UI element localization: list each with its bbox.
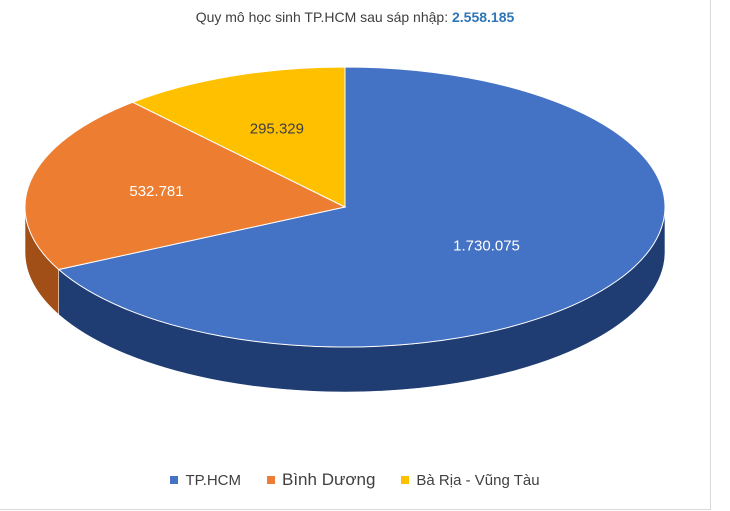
legend-swatch-tphcm <box>170 476 179 484</box>
legend-item-binh-duong: Bình Dương <box>267 470 375 490</box>
data-label-tphcm: 1.730.075 <box>453 237 520 254</box>
legend-swatch-ba-ria-vung-tau <box>401 476 410 484</box>
chart-title: Quy mô học sinh TP.HCM sau sáp nhập: 2.5… <box>0 9 710 25</box>
legend-label-tphcm: TP.HCM <box>185 471 241 489</box>
pie-slice-ba-ria-vung-tau <box>131 66 346 208</box>
legend-swatch-binh-duong <box>267 476 275 484</box>
title-prefix: Quy mô học sinh TP.HCM sau sáp nhập: <box>195 9 449 25</box>
title-total: 2.558.185 <box>451 9 515 25</box>
legend-label-ba-ria-vung-tau: Bà Rịa - Vũng Tàu <box>416 471 540 489</box>
data-label-ba-ria-vung-tau: 295.329 <box>250 120 304 137</box>
legend-item-ba-ria-vung-tau: Bà Rịa - Vũng Tàu <box>401 471 540 489</box>
pie-slice-binh-duong <box>24 101 347 271</box>
legend-label-binh-duong: Bình Dương <box>282 470 376 489</box>
data-label-binh-duong: 532.781 <box>129 183 183 200</box>
legend-item-tphcm: TP.HCM <box>170 472 241 489</box>
pie-slice-tphcm <box>57 66 666 348</box>
chart-frame <box>0 0 711 510</box>
pie-chart: 1.730.075 532.781 295.329 <box>24 66 666 393</box>
legend: TP.HCM Bình Dương Bà Rịa - Vũng Tàu <box>0 470 710 490</box>
